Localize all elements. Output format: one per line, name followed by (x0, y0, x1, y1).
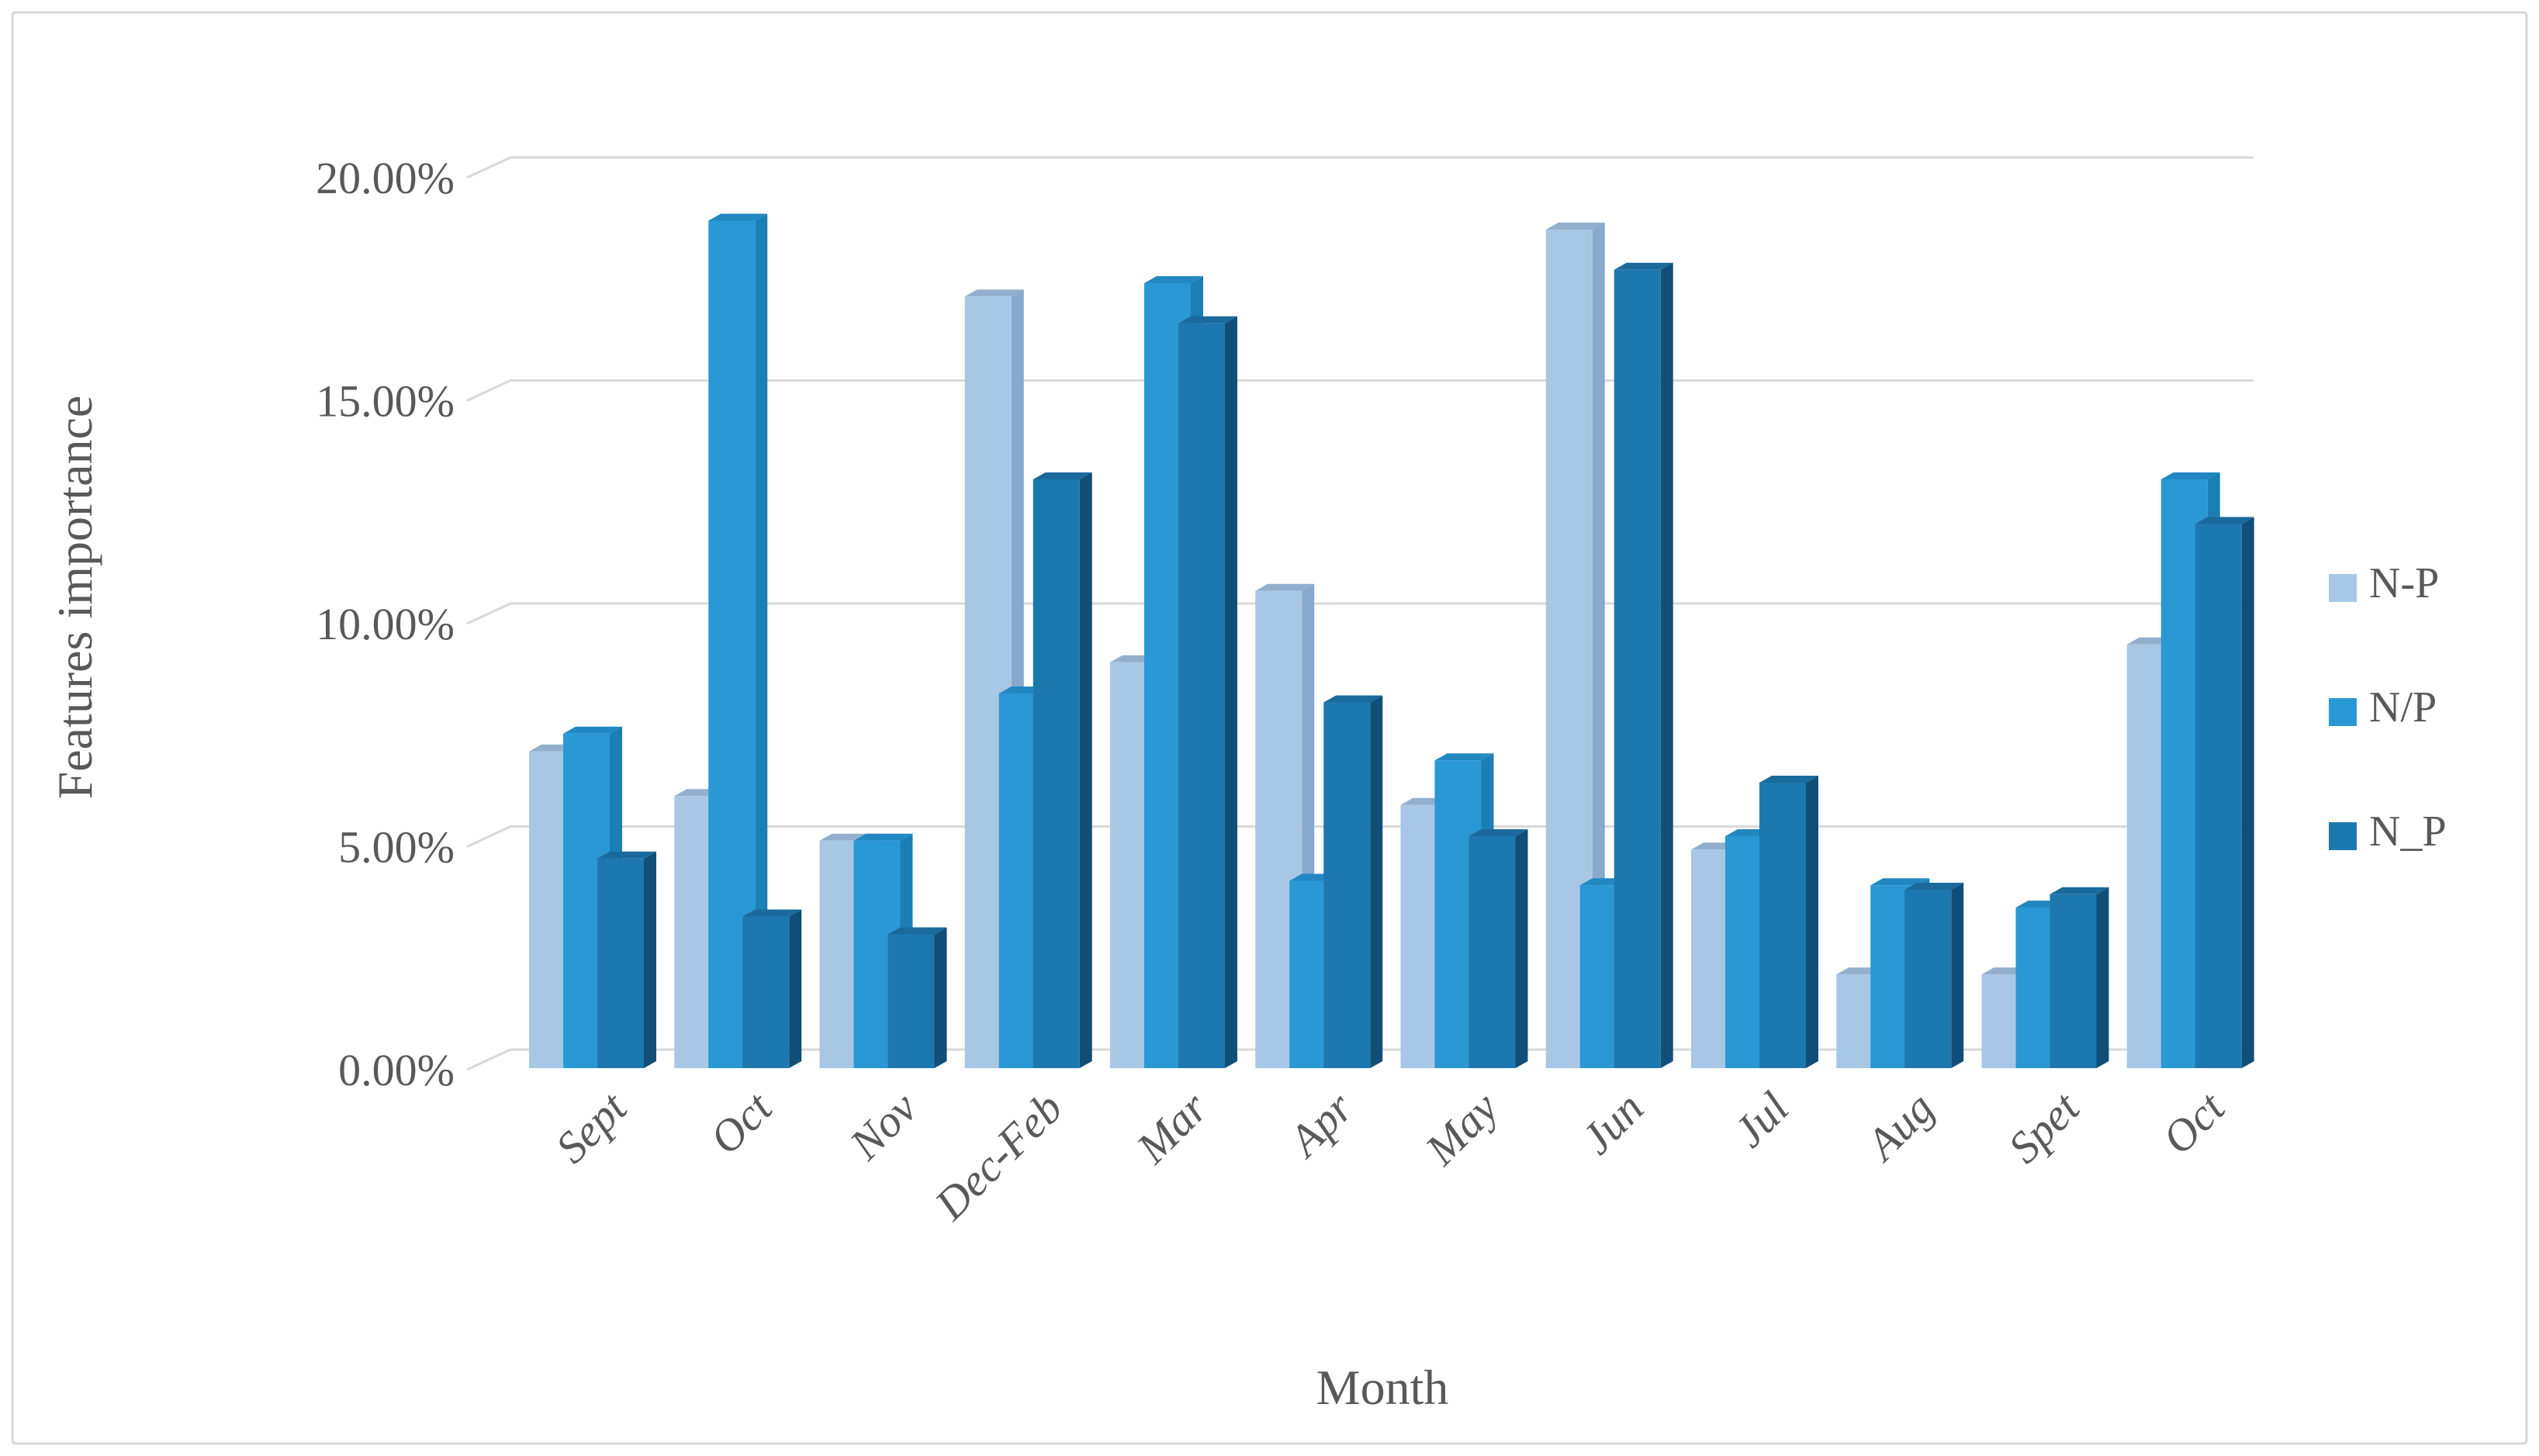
bar-side-face (789, 909, 802, 1068)
bar-series-groups (529, 213, 2254, 1068)
bar-top-face (1759, 776, 1818, 783)
bar-group-dec-feb (964, 289, 1092, 1068)
x-axis-title: Month (1316, 1360, 1449, 1415)
bar-front-face (597, 858, 644, 1068)
gridline-tick-5pct (466, 825, 511, 848)
gridline-tick-10pct (466, 602, 511, 625)
bar-front-face (1323, 702, 1371, 1068)
legend-swatch-N-P (2329, 574, 2357, 602)
bar-N_P-dec-feb (1033, 472, 1092, 1068)
bar-top-face (1033, 472, 1092, 479)
legend-label-N/P: N/P (2369, 683, 2437, 731)
legend-item-N/P: N/P (2329, 683, 2437, 731)
bar-top-face (1434, 753, 1494, 761)
gridline-tick-0pct (466, 1048, 511, 1071)
bar-top-face (887, 927, 947, 935)
bar-group-spet (1981, 887, 2109, 1068)
bar-top-face (1178, 316, 1237, 323)
bar-front-face (1468, 836, 1516, 1068)
bar-top-face (1255, 583, 1315, 591)
legend-item-N-P: N-P (2329, 559, 2439, 607)
bar-side-face (1225, 316, 1237, 1068)
bar-side-face (755, 213, 768, 1068)
bar-N_P-jun (1614, 262, 1673, 1068)
bar-group-oct (674, 213, 802, 1068)
bar-N_P-oct (742, 909, 802, 1068)
bar-side-face (644, 851, 656, 1068)
bar-N_P-nov (887, 927, 947, 1068)
bar-N_P-sept (597, 851, 656, 1068)
bar-N_P-may (1468, 829, 1528, 1068)
bar-N_P-mar (1178, 316, 1237, 1068)
bar-group-may (1400, 753, 1528, 1068)
bar-N_P-apr (1323, 695, 1383, 1068)
bar-top-face (2195, 517, 2254, 524)
bar-side-face (934, 927, 947, 1068)
bar-N_P-oct (2195, 517, 2254, 1068)
bar-top-face (1904, 883, 1964, 890)
bar-front-face (887, 934, 935, 1068)
bar-N_P-aug (1904, 883, 1964, 1068)
bar-group-jun (1545, 223, 1673, 1068)
y-tick-label: 10.00% (316, 599, 455, 649)
bar-group-aug (1836, 878, 1964, 1068)
bar-front-face (1759, 783, 1806, 1068)
y-tick-label: 0.00% (338, 1045, 455, 1095)
bar-top-face (1144, 276, 1203, 283)
bar-top-face (1545, 223, 1605, 230)
bar-top-face (1870, 878, 1930, 886)
bar-front-face (1033, 479, 1080, 1068)
bar-N_P-spet (2050, 887, 2109, 1068)
bar-front-face (1904, 890, 1952, 1068)
bar-group-oct (2126, 472, 2254, 1068)
bar-top-face (708, 213, 768, 221)
bar-N_P-jul (1759, 776, 1818, 1068)
bar-top-face (742, 909, 802, 917)
bar-front-face (2195, 524, 2242, 1068)
gridline-tick-15pct (466, 379, 511, 402)
legend-item-N_P: N_P (2329, 808, 2447, 856)
bar-side-face (1079, 472, 1092, 1068)
bar-side-face (1951, 883, 1964, 1068)
legend-label-N-P: N-P (2369, 559, 2439, 607)
bar-front-face (742, 916, 790, 1068)
legend-label-N_P: N_P (2369, 808, 2447, 856)
bar-group-sept (529, 726, 656, 1068)
y-axis-tick-labels: 0.00% 5.00% 10.00% 15.00% 20.00% (316, 153, 455, 1095)
bar-side-face (2241, 517, 2254, 1068)
bar-top-face (853, 833, 913, 841)
y-axis-title: Features importance (47, 396, 102, 800)
bar-side-face (1806, 776, 1818, 1068)
bar-top-face (1614, 262, 1673, 270)
bar-top-face (1323, 695, 1383, 703)
bar-side-face (1515, 829, 1528, 1068)
bar-front-face (1178, 323, 1225, 1068)
y-tick-label: 15.00% (316, 376, 455, 427)
y-tick-label: 20.00% (316, 153, 455, 203)
bar-side-face (1660, 262, 1673, 1068)
bar-top-face (2160, 472, 2220, 479)
bar-top-face (597, 851, 656, 859)
legend: N-P N/P N_P (2329, 559, 2447, 856)
bar-group-nov (819, 833, 947, 1068)
gridline-tick-20pct (466, 156, 511, 179)
bar-group-jul (1691, 776, 1818, 1068)
bar-top-face (1468, 829, 1528, 836)
bar-side-face (2096, 887, 2109, 1068)
bar-group-apr (1255, 583, 1383, 1068)
bar-front-face (1614, 269, 1661, 1068)
legend-swatch-N/P (2329, 698, 2357, 726)
y-tick-label: 5.00% (338, 822, 455, 873)
bar-side-face (1370, 695, 1383, 1068)
legend-swatch-N_P (2329, 822, 2357, 850)
bar-side-face (1592, 223, 1605, 1068)
bar-top-face (563, 726, 622, 734)
bar-front-face (2050, 894, 2097, 1068)
bar-top-face (2050, 887, 2109, 894)
bar-group-mar (1110, 276, 1237, 1068)
bar-top-face (964, 289, 1024, 297)
